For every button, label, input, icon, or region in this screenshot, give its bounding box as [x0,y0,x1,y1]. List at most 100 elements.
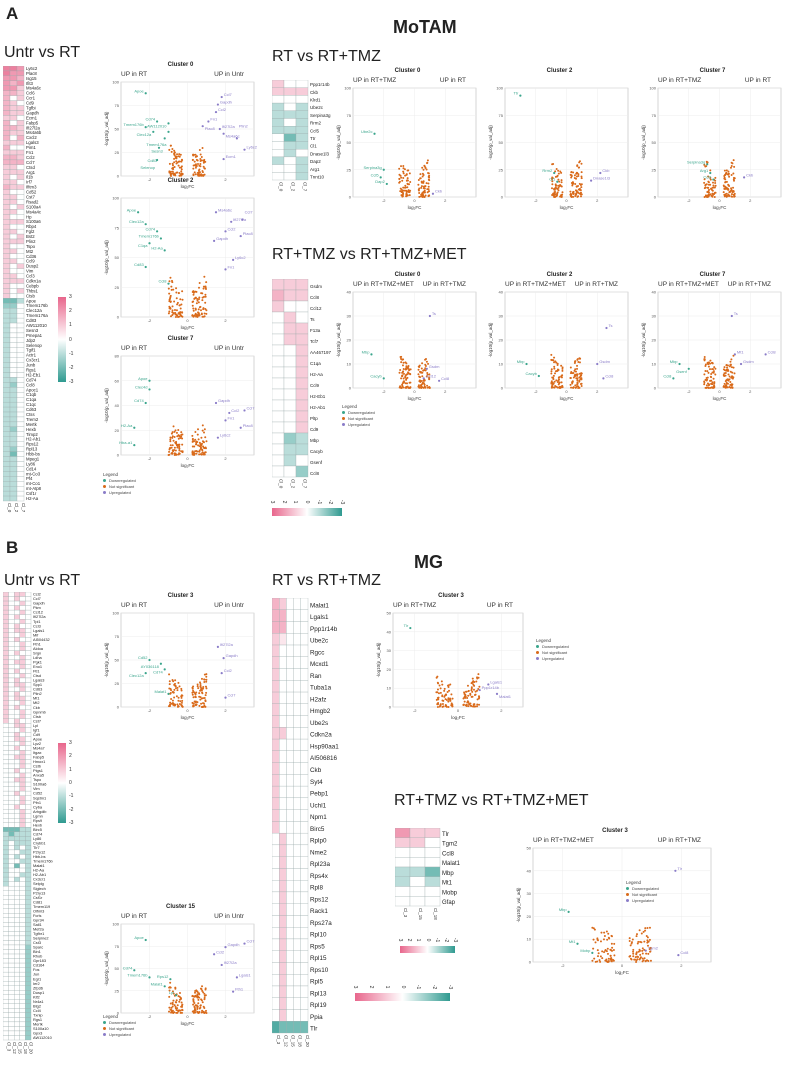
heatmap-cell [2,184,11,190]
heatmap-row-label: Ccl12 [33,610,43,615]
heatmap-cell [14,926,20,932]
point-not-significant [574,384,577,387]
heatmap-cell [286,962,294,975]
point-not-significant [179,153,182,156]
point-not-significant [173,688,176,691]
point-not-significant [195,155,198,158]
point-not-significant [467,690,470,693]
point-not-significant [555,184,558,187]
heatmap-row-label: Rgs1 [26,367,37,372]
heatmap-cell [300,974,309,987]
heatmap-cell [293,856,301,869]
point-not-significant [613,942,616,945]
volcano-title: Cluster 7 [699,272,726,278]
heatmap-cell [8,863,15,869]
heatmap-cell [271,950,280,963]
heatmap-column-label: Cl_0 [279,182,284,192]
x-tick-label: 0 [565,389,568,394]
point-not-significant [560,179,563,182]
y-tick-label: 0 [117,453,120,458]
heatmap-row-label: Timp2 [26,432,38,437]
point-not-significant [635,960,638,963]
point-not-significant [728,375,731,378]
heatmap-row-label: Rhob [33,954,42,959]
heatmap-row-label: Cstb [33,764,41,769]
heatmap-cell [2,1008,9,1013]
point-not-significant [179,311,182,314]
heatmap-cell [16,248,25,254]
heatmap-cell [293,880,301,893]
heatmap-cell [283,421,297,434]
heatmap-cell [25,619,32,624]
point-not-significant [193,297,196,300]
heatmap-cell [2,357,11,363]
colorbar-tick: -3 [447,984,453,990]
heatmap-cell [286,633,294,646]
point-not-significant [472,680,475,683]
x-tick-label: -2 [687,389,691,394]
point-downregulated [148,658,151,662]
point-not-significant [628,937,631,940]
point-not-significant [726,195,729,198]
heatmap-row-label: Cd9 [26,101,34,106]
point-not-significant [705,384,708,387]
heatmap-cell [16,406,25,413]
legend-label: Not significant [348,416,374,421]
heatmap-cell [271,774,280,787]
heatmap-cell [2,342,11,348]
point-downregulated [148,379,151,382]
heatmap-cell [8,813,15,819]
heatmap-cell [271,289,285,302]
point-not-significant [592,938,595,941]
heatmap-cell [271,927,280,940]
heatmap-cell [293,832,301,846]
heatmap-row-label: Ier2 [33,981,40,986]
heatmap-cell [271,355,285,368]
heatmap-cell [293,985,301,998]
x-tick-label: 2 [444,389,447,394]
point-not-significant [644,960,647,963]
heatmap-row-label: C1qa [310,361,321,366]
volcano-motam-met-cluster2: Cluster 2 UP in RT+TMZ+MET UP in RT+TMZ 0 10… [487,272,632,402]
volcano-direction-labels: UP in RT+TMZ+MET UP in RT+TMZ [335,281,480,290]
section-title-motam-untr-vs-rt: Untr vs RT [4,44,81,61]
point-not-significant [578,187,581,190]
point-not-significant [171,990,174,993]
heatmap-cell [25,858,32,864]
heatmap-row-label: Apoc1 [26,387,39,392]
point-not-significant [401,383,404,386]
point-not-significant [733,372,736,375]
heatmap-cell [25,772,32,778]
heatmap-cell [19,895,26,900]
point-not-significant [703,163,706,166]
legend-swatch-icon [103,485,106,489]
heatmap-cell [2,863,9,869]
point-not-significant [704,370,707,373]
heatmap-cell [8,1021,15,1027]
volcano-title: Cluster 2 [167,178,194,184]
heatmap-cell [19,976,26,982]
point-not-significant [204,705,207,708]
heatmap-cell [271,454,285,467]
heatmap-cell [2,65,11,72]
heatmap-cell [19,863,26,869]
heatmap-cell [9,65,18,72]
point-upregulated [599,171,602,175]
heatmap-row-label: Ifit3 [26,81,34,86]
point-not-significant [557,383,560,386]
point-not-significant [723,372,726,375]
heatmap-cell [14,1008,20,1013]
heatmap-cell [16,327,25,334]
heatmap-cell [300,785,309,799]
point-not-significant [448,689,451,692]
point-not-significant [574,183,577,186]
heatmap-cell [19,1008,26,1013]
heatmap-cell [16,189,25,195]
point-not-significant [556,192,559,195]
legend-label: Not significant [542,650,568,655]
point-not-significant [400,355,403,358]
point-not-significant [555,168,558,171]
point-not-significant [574,370,577,373]
point-not-significant [730,366,733,369]
heatmap-cell [19,836,26,842]
